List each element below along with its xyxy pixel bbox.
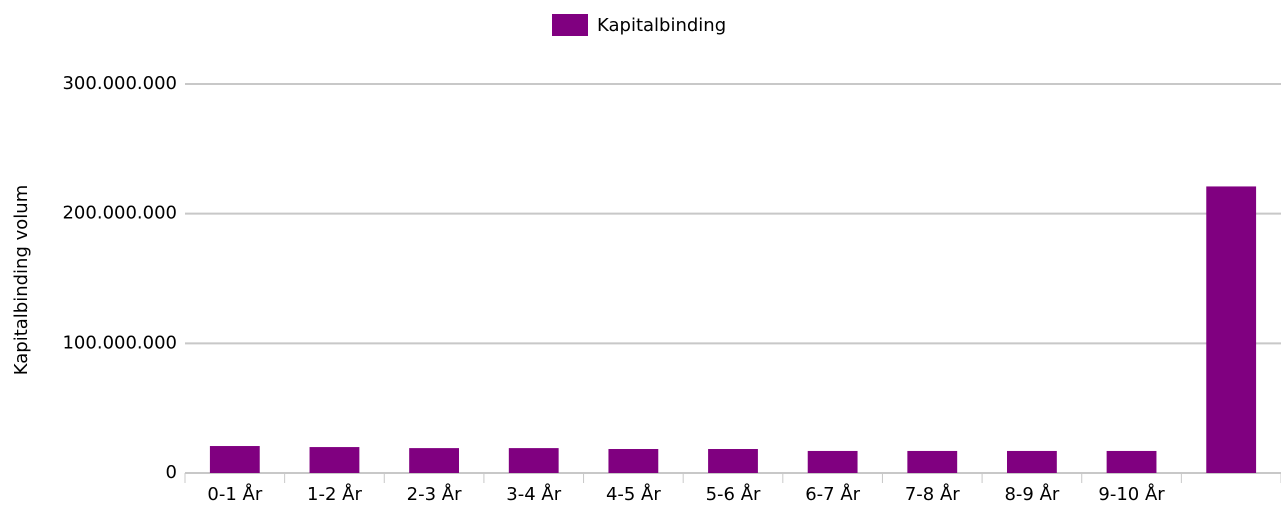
bar [409, 448, 459, 473]
bar [807, 450, 858, 473]
x-tick-label: 7-8 År [905, 483, 960, 505]
bar [209, 446, 260, 473]
x-tick-label: 4-5 År [606, 483, 661, 505]
legend-swatch [552, 14, 588, 36]
bar [708, 449, 758, 473]
x-tick-label: 5-6 År [706, 483, 761, 505]
bar [309, 447, 360, 473]
y-tick-label: 100.000.000 [62, 332, 177, 353]
y-tick-label: 0 [166, 462, 177, 483]
y-tick-label: 300.000.000 [62, 73, 177, 94]
x-tick-label: 3-4 År [506, 483, 561, 505]
bar [1206, 186, 1257, 474]
x-tick-label: 2-3 År [407, 483, 462, 505]
x-tick-label: 8-9 År [1004, 483, 1059, 505]
y-tick-label: 200.000.000 [62, 203, 177, 224]
x-tick-label: 0-1 År [207, 483, 262, 505]
legend-label: Kapitalbinding [597, 15, 726, 36]
bar [1106, 450, 1157, 473]
bar [907, 450, 958, 473]
x-tick-label: 6-7 År [805, 483, 860, 505]
y-axis-label: Kapitalbinding volum [11, 185, 32, 375]
bar [508, 448, 559, 473]
bar [608, 449, 659, 473]
x-tick-label: 9-10 År [1098, 483, 1165, 505]
bar [1007, 450, 1057, 473]
x-tick-label: 1-2 År [307, 483, 362, 505]
